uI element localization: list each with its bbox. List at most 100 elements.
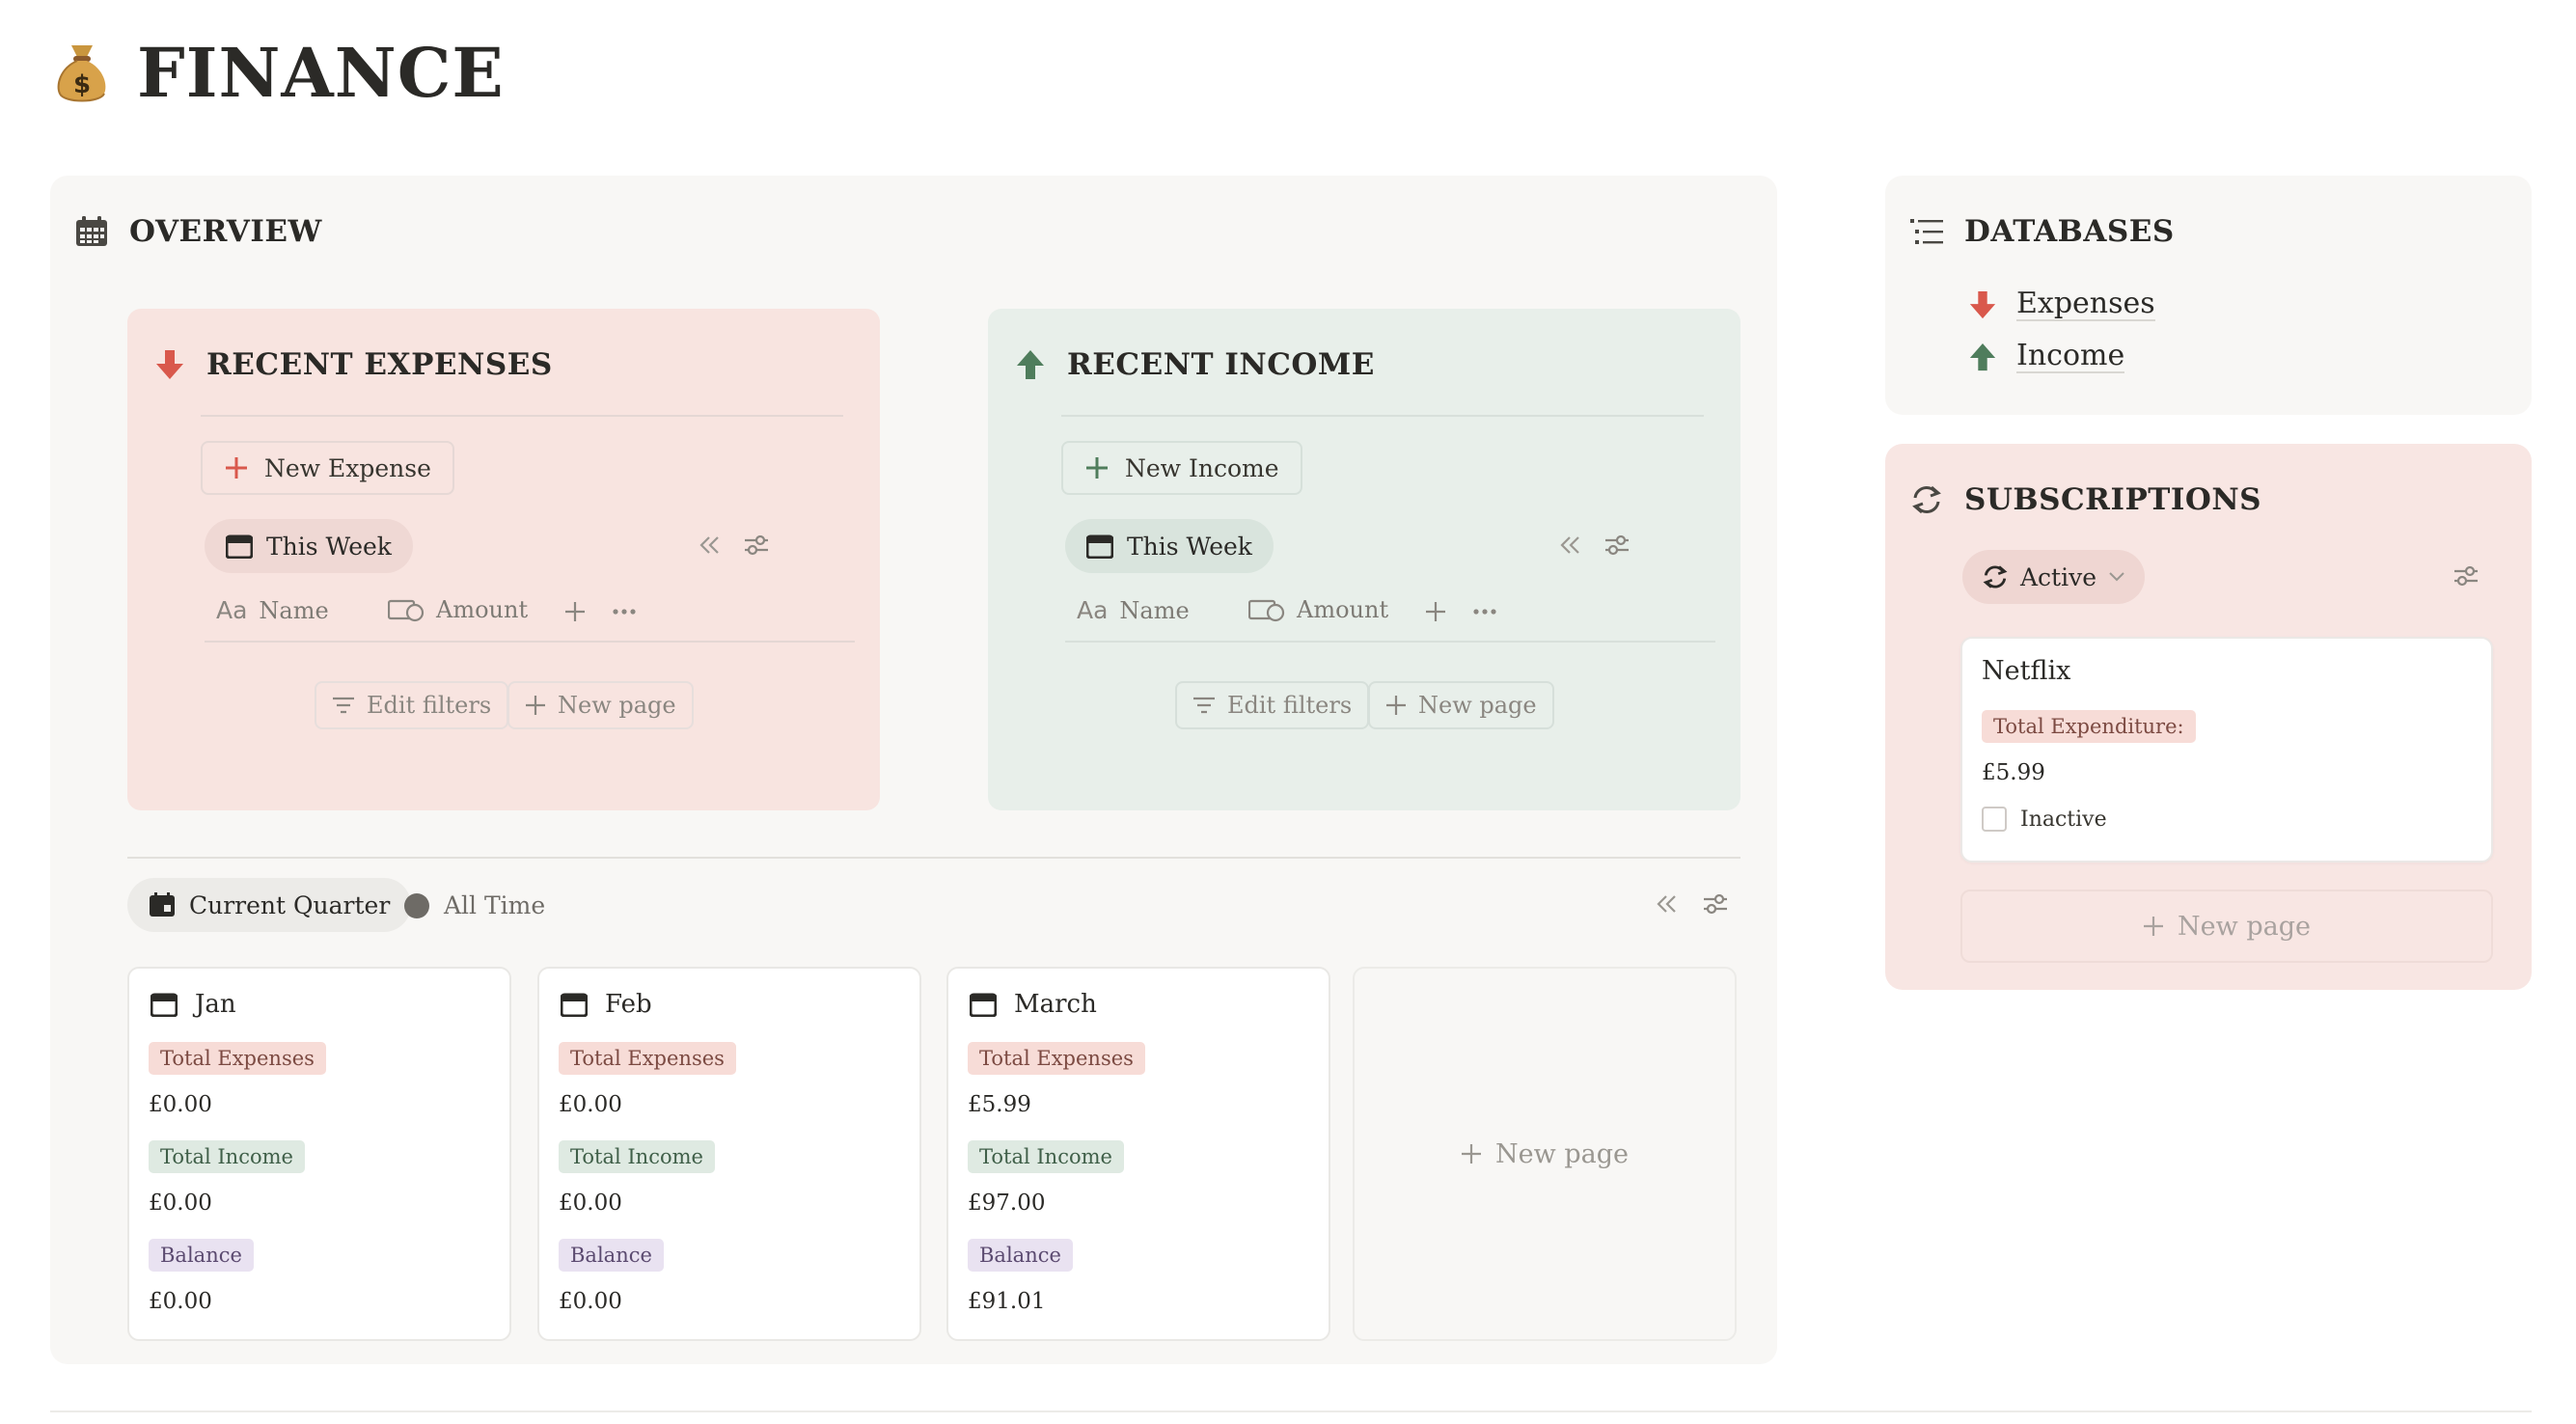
- column-header-name[interactable]: Aa Name: [216, 596, 329, 624]
- inactive-checkbox[interactable]: [1982, 807, 2007, 832]
- edit-filters-button[interactable]: Edit filters: [315, 681, 509, 729]
- settings-sliders-icon[interactable]: [743, 533, 770, 558]
- collapse-chevrons-icon[interactable]: [1557, 533, 1582, 558]
- filter-lines-icon: [332, 696, 355, 715]
- chevron-down-icon: [2108, 571, 2125, 583]
- divider: [50, 1410, 2532, 1412]
- calendar-icon: [149, 892, 176, 917]
- add-column-plus-icon[interactable]: [1424, 600, 1447, 623]
- recent-income-heading: RECENT INCOME: [1015, 347, 1375, 382]
- page-header: $ FINANCE: [54, 29, 505, 116]
- column-header-name[interactable]: Aa Name: [1077, 596, 1190, 624]
- collapse-chevrons-icon[interactable]: [697, 533, 722, 558]
- total-expenditure-tag: Total Expenditure:: [1982, 710, 2196, 743]
- collapse-chevrons-icon[interactable]: [1654, 891, 1679, 917]
- settings-sliders-icon[interactable]: [1603, 533, 1631, 558]
- subscription-name: Netflix: [1982, 656, 2071, 686]
- edit-filters-button[interactable]: Edit filters: [1175, 681, 1370, 729]
- new-page-button[interactable]: New page: [1960, 890, 2493, 963]
- databases-panel: [1885, 176, 2532, 415]
- new-expense-button[interactable]: New Expense: [201, 441, 454, 495]
- month-card-jan[interactable]: Jan Total Expenses £0.00 Total Income £0…: [127, 967, 511, 1341]
- divider: [201, 415, 843, 417]
- total-income-tag: Total Income: [149, 1140, 305, 1173]
- total-income-value: £97.00: [968, 1191, 1046, 1216]
- this-week-view-tab[interactable]: This Week: [1065, 519, 1274, 573]
- arrow-up-green-icon: [1015, 348, 1046, 381]
- all-time-view-tab[interactable]: All Time: [403, 891, 545, 919]
- new-page-button[interactable]: New page: [1368, 681, 1554, 729]
- database-link-income[interactable]: Income: [1968, 339, 2125, 373]
- recent-expenses-heading: RECENT EXPENSES: [154, 347, 553, 382]
- month-card-feb[interactable]: Feb Total Expenses £0.00 Total Income £0…: [537, 967, 921, 1341]
- month-name: Jan: [195, 990, 236, 1019]
- balance-tag: Balance: [149, 1239, 254, 1272]
- divider: [1065, 641, 1715, 643]
- total-expenses-value: £5.99: [968, 1092, 1031, 1117]
- calendar-icon: [561, 992, 588, 1017]
- new-page-label: New page: [1495, 1138, 1629, 1169]
- new-page-button[interactable]: New page: [1355, 969, 1735, 1339]
- subscription-card-netflix[interactable]: Netflix Total Expenditure: £5.99 Inactiv…: [1960, 637, 2493, 863]
- calendar-icon: [970, 992, 997, 1017]
- active-filter-pill[interactable]: Active: [1962, 550, 2146, 604]
- divider: [1061, 415, 1704, 417]
- calendar-icon: [151, 992, 178, 1017]
- settings-sliders-icon[interactable]: [1702, 891, 1729, 917]
- this-week-view-tab[interactable]: This Week: [205, 519, 413, 573]
- active-filter-label: Active: [2020, 562, 2097, 591]
- column-amount-label: Amount: [436, 596, 529, 623]
- database-link-label: Income: [2016, 339, 2125, 373]
- overview-heading: OVERVIEW: [75, 214, 322, 249]
- inactive-checkbox-row[interactable]: Inactive: [1982, 807, 2107, 832]
- recent-income-title: RECENT INCOME: [1067, 347, 1375, 382]
- month-title: Feb: [561, 990, 652, 1019]
- plus-icon: [224, 455, 249, 480]
- all-time-label: All Time: [444, 891, 546, 919]
- arrow-up-green-icon: [1968, 342, 1997, 372]
- balance-value: £0.00: [559, 1289, 622, 1314]
- divider: [205, 641, 855, 643]
- recent-expenses-title: RECENT EXPENSES: [206, 347, 553, 382]
- balance-tag: Balance: [559, 1239, 664, 1272]
- new-page-card[interactable]: New page: [1353, 967, 1737, 1341]
- balance-value: £0.00: [149, 1289, 212, 1314]
- add-column-plus-icon[interactable]: [563, 600, 587, 623]
- new-page-label: New page: [2178, 911, 2311, 942]
- total-income-tag: Total Income: [559, 1140, 715, 1173]
- more-dots-icon[interactable]: [1472, 608, 1497, 616]
- new-income-button[interactable]: New Income: [1061, 441, 1302, 495]
- overview-title: OVERVIEW: [129, 214, 322, 249]
- arrow-down-red-icon: [1968, 289, 1997, 320]
- circle-icon: [403, 892, 430, 919]
- column-header-amount[interactable]: Amount: [388, 596, 528, 623]
- total-income-value: £0.00: [149, 1191, 212, 1216]
- new-page-label: New page: [1418, 692, 1537, 719]
- total-expenses-tag: Total Expenses: [149, 1042, 326, 1075]
- this-week-label: This Week: [1127, 532, 1252, 561]
- plus-icon: [2143, 916, 2164, 937]
- database-link-expenses[interactable]: Expenses: [1968, 288, 2155, 321]
- column-name-label: Name: [259, 596, 329, 624]
- column-header-amount[interactable]: Amount: [1248, 596, 1388, 623]
- column-amount-label: Amount: [1297, 596, 1389, 623]
- money-icon: [388, 597, 425, 622]
- page-title: FINANCE: [137, 32, 505, 113]
- recent-expenses-card: RECENT EXPENSES New Expense This Week Aa…: [127, 309, 880, 810]
- recent-income-card: RECENT INCOME New Income This Week Aa Na…: [988, 309, 1740, 810]
- total-income-value: £0.00: [559, 1191, 622, 1216]
- current-quarter-view-tab[interactable]: Current Quarter: [127, 878, 412, 932]
- new-page-button[interactable]: New page: [507, 681, 694, 729]
- money-bag-icon[interactable]: $: [54, 40, 110, 105]
- refresh-icon: [1910, 484, 1943, 515]
- new-page-label: New page: [558, 692, 676, 719]
- total-expenses-tag: Total Expenses: [968, 1042, 1145, 1075]
- column-name-label: Name: [1119, 596, 1190, 624]
- total-expenses-value: £0.00: [149, 1092, 212, 1117]
- balance-tag: Balance: [968, 1239, 1073, 1272]
- plus-icon: [1385, 695, 1407, 716]
- more-dots-icon[interactable]: [612, 608, 637, 616]
- edit-filters-label: Edit filters: [367, 692, 492, 719]
- month-card-march[interactable]: March Total Expenses £5.99 Total Income …: [946, 967, 1330, 1341]
- settings-sliders-icon[interactable]: [2453, 563, 2480, 589]
